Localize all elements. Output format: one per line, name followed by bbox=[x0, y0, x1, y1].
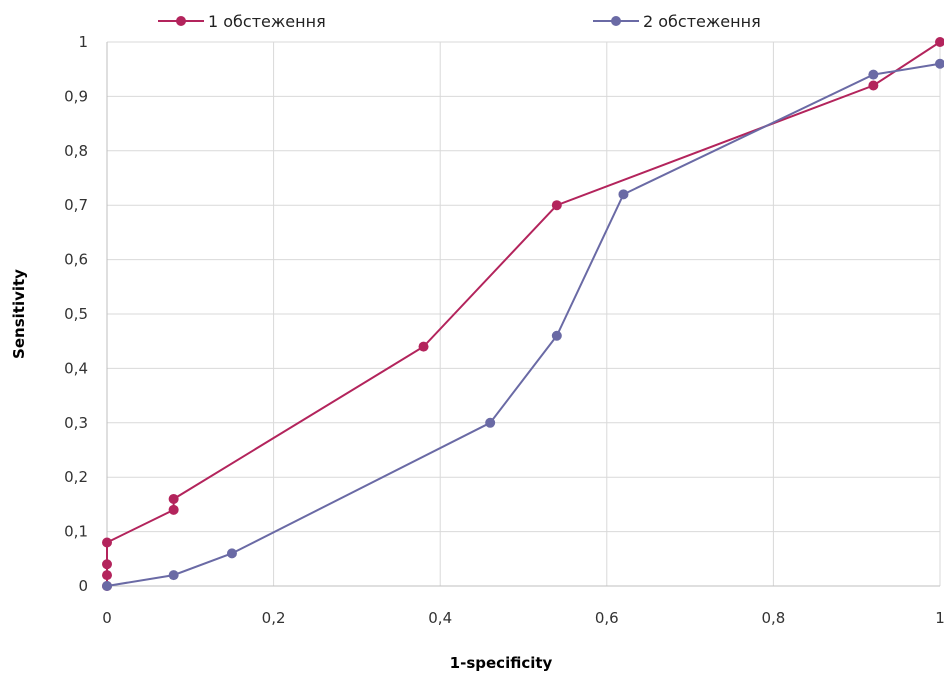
x-axis-title: 1-specificity bbox=[450, 654, 553, 672]
x-tick-label: 0,4 bbox=[428, 609, 452, 627]
y-tick-label: 0,1 bbox=[64, 523, 88, 541]
y-tick-label: 0 bbox=[78, 577, 88, 595]
legend: 1 обстеження 2 обстеження bbox=[158, 12, 761, 31]
data-point bbox=[226, 548, 237, 559]
data-point bbox=[618, 189, 629, 200]
data-point bbox=[868, 80, 879, 91]
y-tick-label: 1 bbox=[78, 33, 88, 51]
series-2 bbox=[102, 58, 944, 591]
x-tick-labels: 0 0,2 0,4 0,6 0,8 1 bbox=[102, 609, 944, 627]
legend-label: 1 обстеження bbox=[208, 12, 326, 31]
data-point bbox=[551, 200, 562, 211]
data-point bbox=[168, 504, 179, 515]
y-tick-label: 0,9 bbox=[64, 87, 88, 105]
series-line bbox=[106, 41, 941, 586]
data-point bbox=[935, 37, 944, 47]
data-point bbox=[102, 537, 112, 548]
y-tick-labels: 0 0,1 0,2 0,3 0,4 0,5 0,6 0,7 0,8 0,9 1 bbox=[64, 33, 88, 595]
x-tick-label: 0,2 bbox=[262, 609, 286, 627]
y-tick-label: 0,4 bbox=[64, 359, 88, 377]
data-point bbox=[102, 570, 112, 581]
y-tick-label: 0,5 bbox=[64, 305, 88, 323]
data-point bbox=[102, 581, 112, 591]
data-point bbox=[868, 69, 879, 80]
data-point bbox=[168, 493, 179, 504]
y-tick-label: 0,3 bbox=[64, 414, 88, 432]
data-point bbox=[102, 559, 112, 570]
y-tick-label: 0,8 bbox=[64, 142, 88, 160]
x-tick-label: 0 bbox=[102, 609, 112, 627]
axes bbox=[106, 42, 940, 587]
legend-item-1: 1 обстеження bbox=[158, 12, 326, 31]
legend-item-2: 2 обстеження bbox=[593, 12, 761, 31]
x-tick-label: 0,6 bbox=[595, 609, 619, 627]
series-1 bbox=[102, 37, 944, 591]
data-point bbox=[551, 330, 562, 341]
grid bbox=[106, 41, 941, 587]
x-tick-label: 1 bbox=[935, 609, 944, 627]
legend-marker bbox=[611, 16, 621, 26]
data-point bbox=[485, 417, 496, 428]
series-line bbox=[106, 62, 941, 587]
series-group bbox=[102, 37, 944, 591]
data-point bbox=[418, 341, 429, 352]
x-tick-label: 0,8 bbox=[761, 609, 785, 627]
y-axis-title: Sensitivity bbox=[10, 269, 28, 359]
legend-marker bbox=[176, 16, 186, 26]
y-tick-label: 0,7 bbox=[64, 196, 88, 214]
data-point bbox=[168, 570, 179, 581]
y-tick-label: 0,6 bbox=[64, 251, 88, 269]
legend-label: 2 обстеження bbox=[643, 12, 761, 31]
data-point bbox=[935, 58, 944, 69]
y-tick-label: 0,2 bbox=[64, 468, 88, 486]
